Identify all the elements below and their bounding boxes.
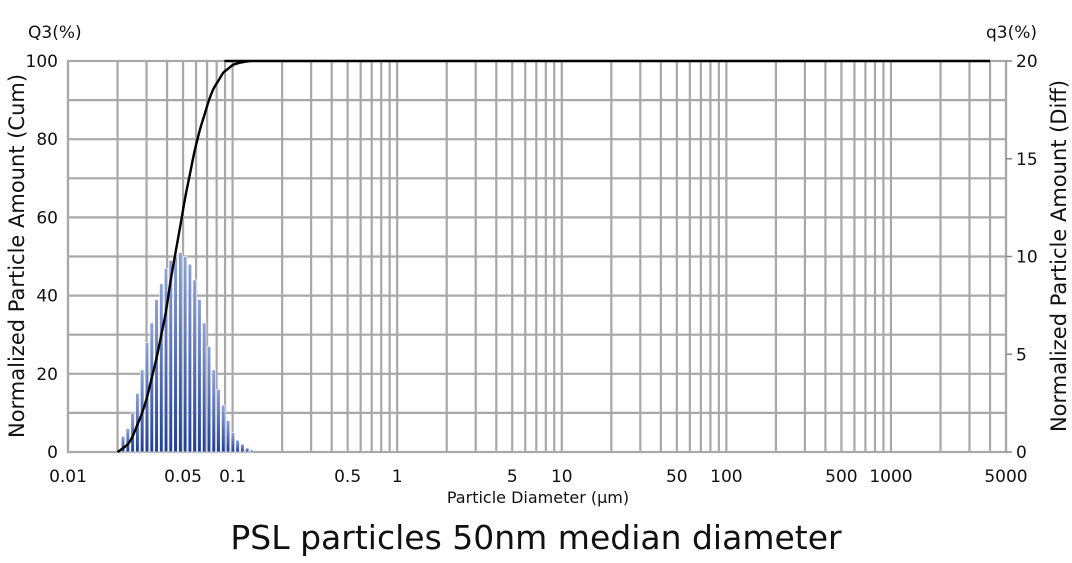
left-tick-label: 100 xyxy=(26,52,58,72)
histogram-bar xyxy=(192,279,197,453)
x-axis-label: Particle Diameter (μm) xyxy=(447,488,629,507)
right-unit-label: q3(%) xyxy=(986,23,1037,43)
x-tick-label: 0.01 xyxy=(49,467,87,487)
histogram-bar xyxy=(187,264,192,453)
left-tick-label: 20 xyxy=(36,365,58,385)
chart-caption: PSL particles 50nm median diameter xyxy=(230,518,842,557)
histogram-bar xyxy=(202,322,207,453)
x-tick-label: 5 xyxy=(507,467,518,487)
histogram-bar xyxy=(178,252,183,453)
x-tick-label: 1000 xyxy=(869,467,912,487)
cumulative-curve xyxy=(116,59,991,453)
histogram-bar xyxy=(183,256,188,453)
histogram-bar xyxy=(163,267,169,453)
histogram-bar xyxy=(197,299,202,453)
grid xyxy=(66,59,1008,454)
histogram-bar xyxy=(245,447,250,453)
x-tick-label: 0.05 xyxy=(164,467,202,487)
right-tick-label: 0 xyxy=(1016,443,1027,463)
left-tick-label: 80 xyxy=(36,130,58,150)
histogram-bar xyxy=(225,420,231,453)
histogram-bar xyxy=(173,256,178,453)
x-tick-label: 10 xyxy=(551,467,573,487)
left-tick-label: 60 xyxy=(36,208,58,228)
right-tick-label: 10 xyxy=(1016,248,1038,268)
histogram-bar xyxy=(120,436,126,453)
x-tick-label: 50 xyxy=(666,467,688,487)
histogram-bar xyxy=(249,449,254,453)
histogram-bar xyxy=(168,260,173,453)
right-axis-label: Normalized Particle Amount (Diff) xyxy=(1047,80,1071,432)
histogram-bar xyxy=(216,389,221,453)
histogram-bar xyxy=(154,299,159,453)
histogram-bar xyxy=(211,369,216,453)
histogram-bar xyxy=(240,443,245,453)
x-tick-label: 500 xyxy=(825,467,857,487)
x-tick-label: 5000 xyxy=(984,467,1027,487)
right-tick-label: 15 xyxy=(1016,150,1038,170)
histogram-bar xyxy=(125,428,130,453)
left-tick-label: 40 xyxy=(36,287,58,307)
x-tick-label: 0.1 xyxy=(219,467,246,487)
x-tick-label: 100 xyxy=(710,467,742,487)
left-axis-label: Normalized Particle Amount (Cum) xyxy=(5,74,29,438)
right-tick-label: 20 xyxy=(1016,52,1038,72)
x-tick-label: 0.5 xyxy=(334,467,361,487)
histogram-bar xyxy=(159,283,164,453)
left-tick-label: 0 xyxy=(47,443,58,463)
histogram-bar xyxy=(206,346,212,453)
right-tick-label: 5 xyxy=(1016,345,1027,365)
x-tick-label: 1 xyxy=(392,467,403,487)
left-unit-label: Q3(%) xyxy=(28,23,82,43)
histogram-bar xyxy=(235,439,240,453)
histogram-bar xyxy=(221,404,226,453)
histogram-bar xyxy=(230,432,235,453)
cumulative-line xyxy=(116,59,991,453)
